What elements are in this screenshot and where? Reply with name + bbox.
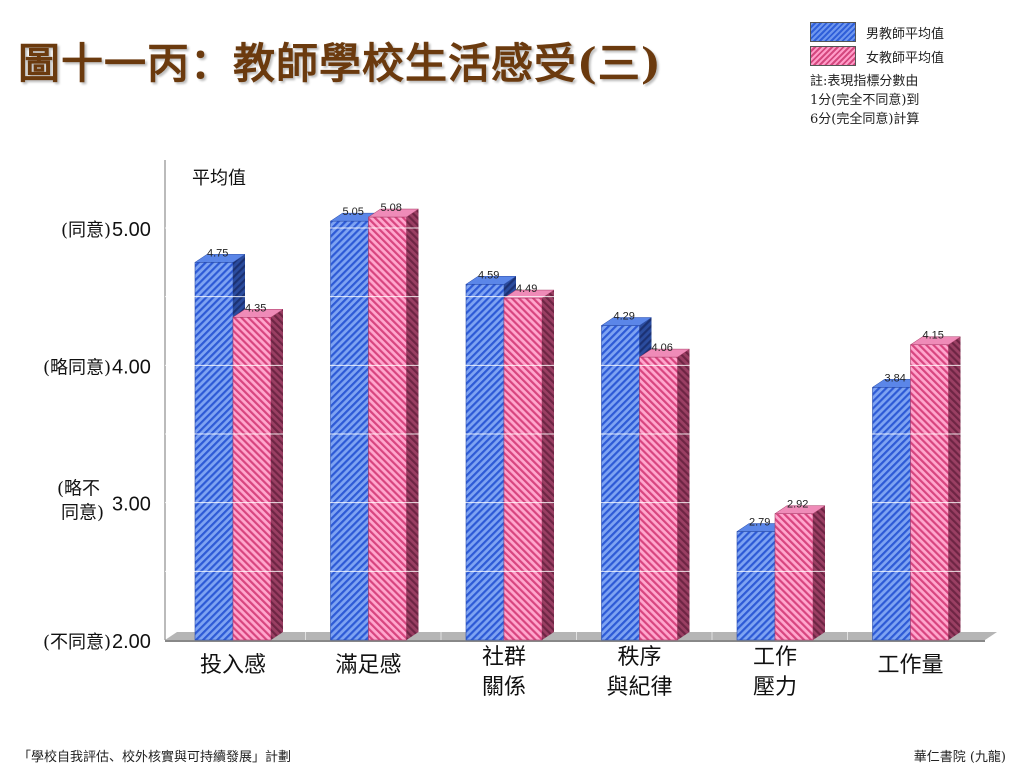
y-tick-label: 5.00 xyxy=(112,219,151,241)
footer-school: 華仁書院 (九龍) xyxy=(913,750,1006,765)
bar-male-top xyxy=(194,254,246,263)
bar-female-top xyxy=(503,289,555,299)
bar-chart: 平均值5.00(同意)4.00(略同意)3.00(略不同意)2.00(不同意) … xyxy=(43,160,997,700)
legend-note-line: 註:表現指標分數由 xyxy=(810,74,919,89)
bar-male xyxy=(330,220,369,641)
data-label: 4.49 xyxy=(516,283,537,295)
bar-female-top xyxy=(638,348,691,358)
x-category-label: 秩序 xyxy=(617,645,661,670)
x-category-label: 與紀律 xyxy=(606,675,672,700)
data-label: 4.29 xyxy=(614,311,635,323)
y-tick-label: 3.00 xyxy=(112,494,151,516)
data-label: 5.05 xyxy=(343,206,364,218)
bar-male xyxy=(872,387,911,641)
bar-male-top xyxy=(465,276,517,285)
y-tick-desc: (略不 xyxy=(57,479,100,500)
legend-note-line: 1分(完全不同意)到 xyxy=(810,93,920,108)
x-category-label: 關係 xyxy=(482,675,526,700)
bar-female-side xyxy=(948,336,961,640)
data-label: 2.92 xyxy=(787,499,808,511)
legend-item-female: 女教師平均值 xyxy=(810,44,944,68)
bar-male xyxy=(194,262,234,641)
page-title: 圖十一丙：教師學校生活感受(三) xyxy=(18,39,662,88)
y-tick-desc: (同意) xyxy=(61,220,111,241)
y-tick-desc: 同意) xyxy=(61,503,104,524)
bar-female-top xyxy=(232,309,284,318)
bar-male xyxy=(736,531,776,641)
bar-female-side xyxy=(406,209,419,640)
data-label: 4.75 xyxy=(207,247,228,259)
legend-swatch-female xyxy=(810,46,856,66)
legend-note: 註:表現指標分數由 1分(完全不同意)到 6分(完全同意)計算 xyxy=(810,72,944,129)
bar-female-top xyxy=(367,208,420,218)
x-category-label: 滿足感 xyxy=(335,653,401,678)
legend-swatch-male xyxy=(810,22,856,42)
chart-legend: 男教師平均值 女教師平均值 註:表現指標分數由 1分(完全不同意)到 6分(完全… xyxy=(810,20,944,129)
footer-project: 「學校自我評估、校外核實與可持續發展」計劃 xyxy=(18,750,292,765)
data-label: 4.15 xyxy=(923,330,944,342)
legend-item-male: 男教師平均值 xyxy=(810,20,944,44)
data-label: 4.35 xyxy=(245,302,266,314)
y-tick-desc: (不同意) xyxy=(43,632,111,653)
data-labels: 4.75 4.35 5.05 5.08 4.59 4.49 4.29 4.06 2.79 2.92… xyxy=(207,202,944,528)
data-label: 3.84 xyxy=(885,372,906,384)
bars xyxy=(194,208,962,641)
bar-female xyxy=(639,356,678,641)
bar-female xyxy=(910,344,949,641)
bar-female-top xyxy=(909,336,962,345)
legend-note-line: 6分(完全同意)計算 xyxy=(810,112,920,127)
bar-female xyxy=(232,316,272,641)
bar-female xyxy=(503,297,543,641)
x-category-label: 工作量 xyxy=(877,653,943,678)
bar-male xyxy=(601,325,640,641)
data-label: 5.08 xyxy=(381,202,402,214)
y-tick-desc: (略同意) xyxy=(43,357,111,378)
bar-female-top xyxy=(774,505,826,514)
y-tick-label: 2.00 xyxy=(112,631,151,653)
legend-label-female: 女教師平均值 xyxy=(866,50,945,66)
chart-floor-edge xyxy=(165,640,985,642)
x-category-label: 工作 xyxy=(753,645,797,670)
bar-female-side xyxy=(271,309,283,640)
bar-male-top xyxy=(600,317,653,326)
y-tick-label: 4.00 xyxy=(112,356,151,378)
x-category-label: 壓力 xyxy=(753,675,797,700)
data-label: 4.06 xyxy=(652,342,673,354)
bar-female-side xyxy=(813,505,825,640)
bar-female xyxy=(368,216,407,641)
bar-female-side xyxy=(542,290,554,640)
data-label: 4.59 xyxy=(478,269,499,281)
bar-female-side xyxy=(677,349,690,640)
bar-male xyxy=(465,284,505,641)
x-category-label: 投入感 xyxy=(200,653,266,678)
y-axis-title: 平均值 xyxy=(192,168,246,189)
gridlines-overlay xyxy=(165,227,985,640)
legend-label-male: 男教師平均值 xyxy=(866,26,945,42)
x-category-label: 社群 xyxy=(482,645,526,670)
data-label: 2.79 xyxy=(749,517,770,529)
bar-female xyxy=(774,513,814,641)
